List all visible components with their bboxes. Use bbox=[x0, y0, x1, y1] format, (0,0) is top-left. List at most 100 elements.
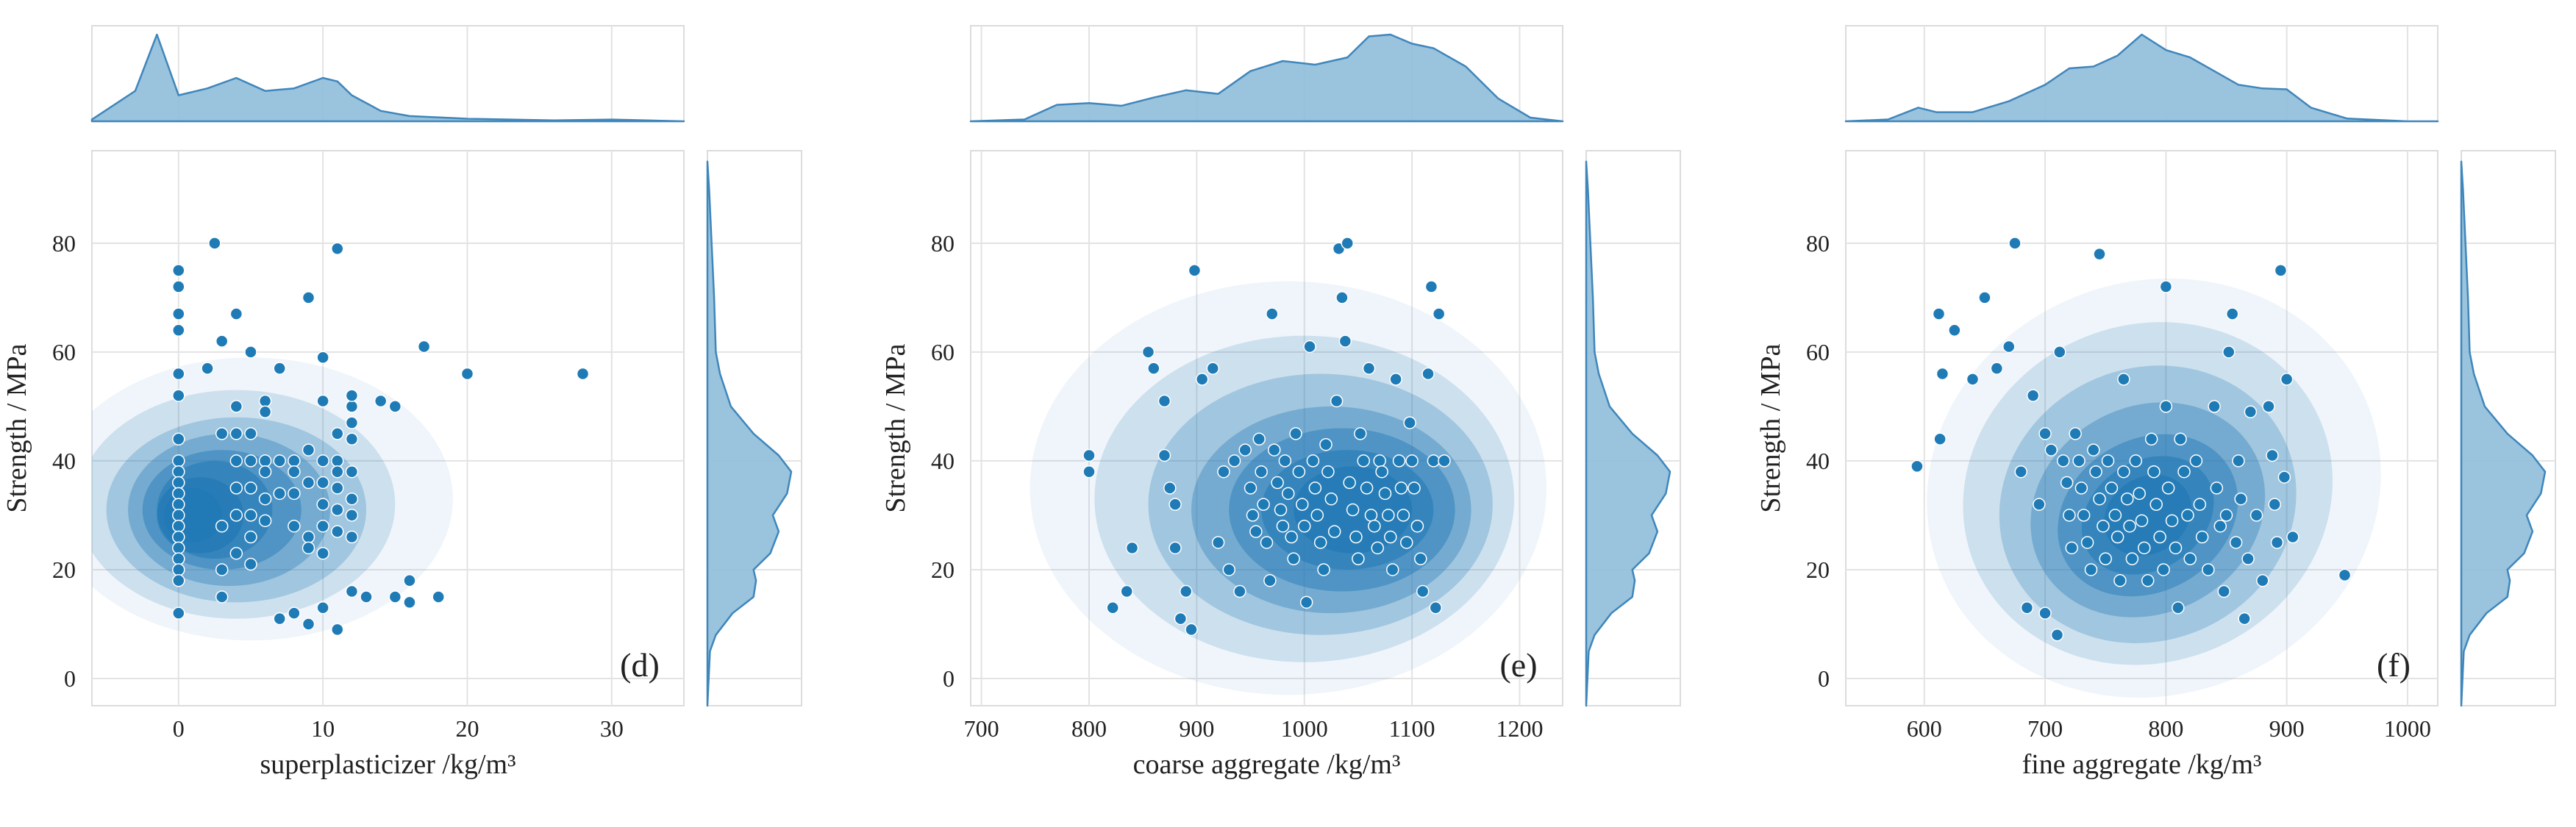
data-point bbox=[345, 432, 359, 446]
data-point bbox=[331, 503, 344, 517]
y-tick-label: 40 bbox=[1806, 448, 1830, 474]
data-point bbox=[172, 389, 185, 402]
data-point bbox=[1211, 536, 1225, 549]
data-point bbox=[172, 432, 185, 446]
data-point bbox=[2105, 481, 2119, 495]
data-point bbox=[1330, 394, 1344, 408]
data-point bbox=[1266, 307, 1279, 321]
x-tick-label: 1200 bbox=[1496, 715, 1543, 742]
data-point bbox=[229, 509, 243, 522]
data-point bbox=[2177, 465, 2191, 479]
data-point bbox=[2117, 465, 2130, 479]
data-point bbox=[273, 487, 286, 501]
data-point bbox=[1285, 530, 1298, 544]
data-point bbox=[1217, 465, 1230, 479]
data-point bbox=[2097, 519, 2110, 533]
data-point bbox=[215, 427, 229, 440]
data-point bbox=[2056, 454, 2070, 468]
data-point bbox=[1233, 584, 1246, 598]
data-point bbox=[1106, 601, 1119, 615]
grid-lines bbox=[971, 151, 1563, 706]
data-point bbox=[229, 546, 243, 560]
data-point bbox=[2125, 552, 2139, 565]
data-point bbox=[2111, 530, 2124, 544]
x-tick-label: 1100 bbox=[1389, 715, 1435, 742]
data-point bbox=[1274, 503, 1288, 517]
data-point bbox=[302, 530, 315, 544]
data-point bbox=[388, 590, 402, 604]
data-point bbox=[1364, 509, 1378, 522]
data-point bbox=[2225, 307, 2239, 321]
data-point bbox=[2038, 606, 2052, 620]
data-point bbox=[1385, 563, 1399, 576]
data-point bbox=[1163, 481, 1177, 495]
panel-d: 0 10 20 30 0 20 40 60 80 superplasticizer /kg/m³ S… bbox=[1, 25, 802, 780]
data-point bbox=[172, 264, 185, 277]
data-point bbox=[2244, 405, 2258, 419]
data-point bbox=[1354, 427, 1367, 440]
data-point bbox=[2266, 448, 2279, 462]
data-point bbox=[1267, 443, 1281, 457]
right-marginal-kde bbox=[2460, 150, 2556, 707]
data-point bbox=[1396, 509, 1410, 522]
data-point bbox=[1429, 601, 1443, 615]
data-point bbox=[2274, 264, 2288, 277]
data-point bbox=[172, 563, 185, 576]
data-point bbox=[417, 340, 431, 354]
data-point bbox=[1321, 465, 1335, 479]
data-point bbox=[1910, 459, 1924, 473]
data-point bbox=[331, 525, 344, 538]
data-point bbox=[1292, 465, 1306, 479]
data-point bbox=[316, 476, 329, 490]
right-marginal-kde bbox=[1585, 150, 1681, 707]
x-axis-title: superplasticizer /kg/m³ bbox=[260, 749, 515, 780]
data-point bbox=[2065, 541, 2078, 555]
data-point bbox=[172, 498, 185, 511]
data-point bbox=[1278, 454, 1292, 468]
data-point bbox=[1932, 307, 1946, 321]
x-tick-label: 700 bbox=[2027, 715, 2063, 742]
data-point bbox=[172, 280, 185, 293]
data-point bbox=[1157, 448, 1171, 462]
data-point bbox=[2002, 340, 2016, 354]
data-point bbox=[1238, 443, 1252, 457]
x-tick-label: 1000 bbox=[2384, 715, 2431, 742]
data-point bbox=[1120, 584, 1133, 598]
data-point bbox=[1195, 373, 1209, 386]
data-point bbox=[2174, 432, 2187, 446]
x-tick-label: 900 bbox=[1179, 715, 1214, 742]
data-point bbox=[2234, 492, 2247, 506]
data-point bbox=[258, 465, 272, 479]
data-point bbox=[1244, 481, 1257, 495]
data-point bbox=[2149, 498, 2163, 511]
data-point bbox=[2262, 400, 2275, 413]
data-point bbox=[345, 492, 359, 506]
data-point bbox=[258, 492, 272, 506]
x-tick-label: 600 bbox=[1907, 715, 1942, 742]
data-point bbox=[2133, 487, 2146, 501]
data-point bbox=[1978, 291, 1991, 304]
y-axis-title: Strength / MPa bbox=[1755, 343, 1786, 512]
data-point bbox=[316, 546, 329, 560]
data-point bbox=[1246, 509, 1260, 522]
data-point bbox=[244, 557, 257, 571]
data-point bbox=[1082, 448, 1096, 462]
y-tick-label: 60 bbox=[1806, 339, 1830, 365]
data-point bbox=[2117, 373, 2130, 386]
data-point bbox=[2121, 492, 2134, 506]
data-point bbox=[1188, 264, 1202, 277]
data-point bbox=[172, 367, 185, 381]
data-point bbox=[1303, 340, 1316, 354]
data-point bbox=[1414, 552, 1427, 565]
y-tick-label: 20 bbox=[1806, 556, 1830, 583]
data-point bbox=[1343, 476, 1356, 490]
data-point bbox=[2338, 568, 2352, 582]
data-point bbox=[1310, 509, 1324, 522]
data-point bbox=[1373, 454, 1386, 468]
y-tick-label: 20 bbox=[52, 556, 76, 583]
data-point bbox=[432, 590, 445, 604]
x-axis-title: fine aggregate /kg/m³ bbox=[2022, 749, 2262, 780]
data-point bbox=[2159, 280, 2173, 293]
x-tick-label: 900 bbox=[2269, 715, 2305, 742]
